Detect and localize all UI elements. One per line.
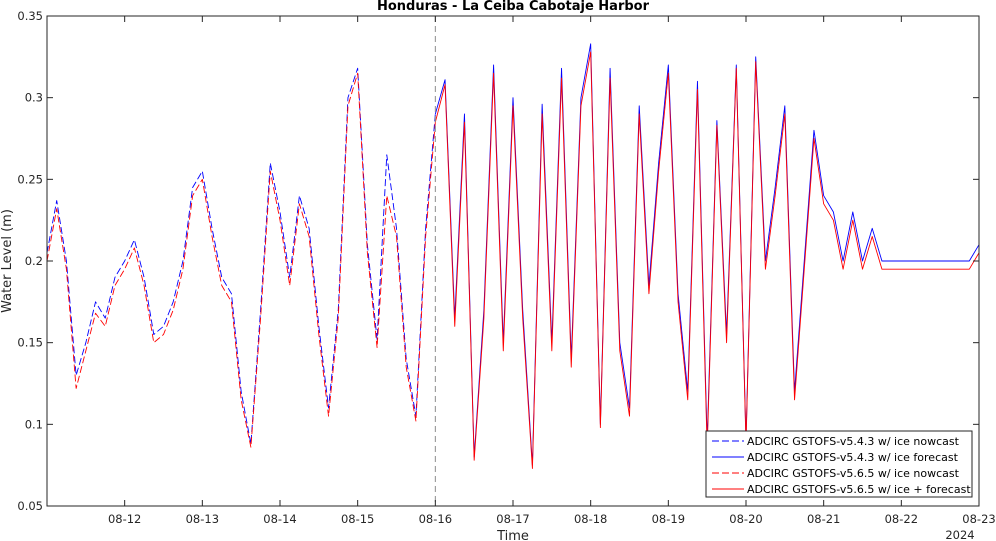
x-tick-label: 08-19 — [652, 512, 685, 526]
x-axis-title: Time — [496, 529, 529, 541]
x-tick-label: 08-15 — [341, 512, 374, 526]
x-tick-label: 08-12 — [108, 512, 141, 526]
x-tick-label: 08-20 — [729, 512, 762, 526]
legend: ADCIRC GSTOFS-v5.4.3 w/ ice nowcast ADCIR… — [705, 430, 973, 498]
y-axis-title: Water Level (m) — [0, 209, 15, 313]
legend-entry: ADCIRC GSTOFS-v5.6.5 w/ ice nowcast — [747, 467, 960, 480]
y-tick-label: 0.05 — [17, 499, 43, 513]
x-tick-label: 08-18 — [574, 512, 607, 526]
legend-entry: ADCIRC GSTOFS-v5.4.3 w/ ice forecast — [747, 451, 959, 464]
y-tick-label: 0.3 — [25, 91, 43, 105]
x-tick-label: 08-16 — [419, 512, 452, 526]
x-tick-label: 08-23 — [962, 512, 995, 526]
legend-entry: ADCIRC GSTOFS-v5.6.5 w/ ice + forecast — [747, 483, 971, 496]
x-tick-label: 08-14 — [263, 512, 296, 526]
x-year-label: 2024 — [945, 528, 974, 541]
series-line-1 — [46, 67, 436, 445]
legend-box — [705, 430, 973, 498]
legend-entry: ADCIRC GSTOFS-v5.4.3 w/ ice nowcast — [747, 435, 960, 448]
y-tick-label: 0.35 — [17, 9, 43, 23]
y-tick-label: 0.1 — [25, 417, 43, 431]
y-tick-label: 0.2 — [25, 254, 43, 268]
x-tick-label: 08-22 — [885, 512, 918, 526]
y-tick-label: 0.15 — [17, 336, 43, 350]
x-tick-label: 08-17 — [496, 512, 529, 526]
series-line-3 — [46, 72, 436, 448]
x-tick-label: 08-13 — [186, 512, 219, 526]
y-axis: 0.05 0.1 0.15 0.2 0.25 0.3 0.35 — [17, 9, 979, 513]
x-tick-label: 08-21 — [807, 512, 840, 526]
chart-title: Honduras - La Ceiba Cabotaje Harbor — [377, 0, 650, 14]
y-tick-label: 0.25 — [17, 172, 43, 186]
x-axis: 08-12 08-13 08-14 08-15 08-16 08-17 08-18 08-19… — [108, 16, 996, 526]
